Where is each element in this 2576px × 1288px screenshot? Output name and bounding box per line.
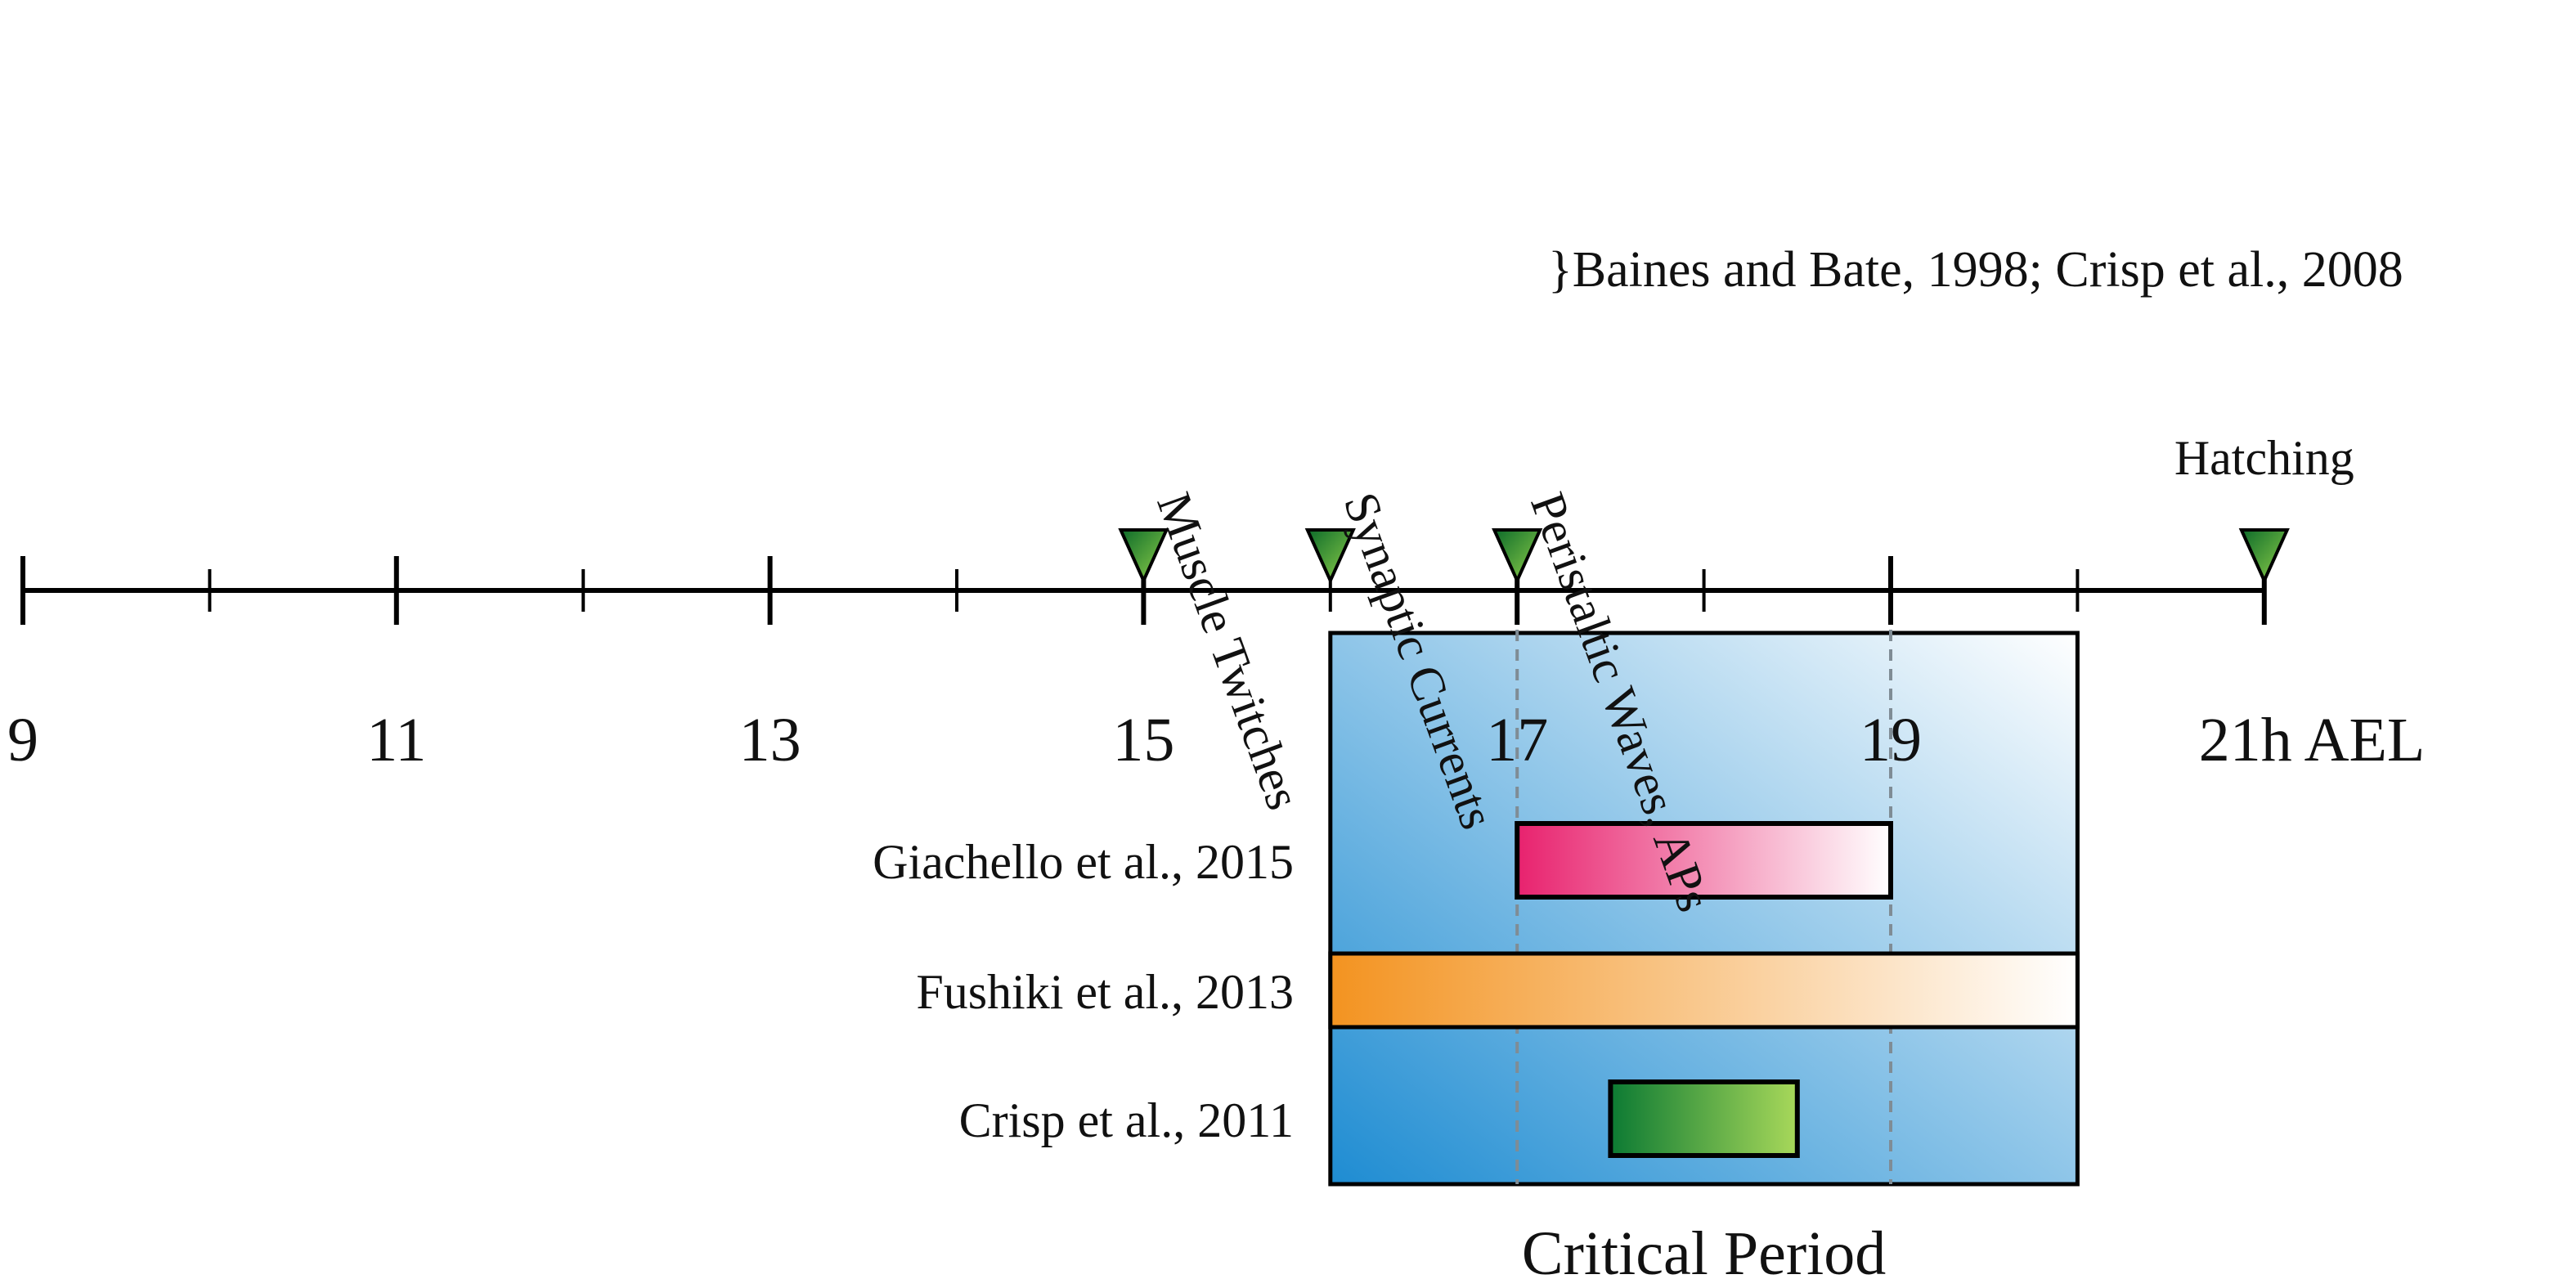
tick-label: 15 bbox=[1112, 706, 1174, 774]
tick-label: 17 bbox=[1486, 706, 1548, 774]
study-bar bbox=[1515, 821, 1893, 900]
tick-label: 21h AEL bbox=[2199, 706, 2426, 774]
tick-label: 11 bbox=[366, 706, 426, 774]
event-citation: }Baines and Bate, 1998; Crisp et al., 20… bbox=[1548, 242, 2403, 298]
study-bar bbox=[1328, 951, 2080, 1030]
study-bar bbox=[1608, 1079, 1800, 1158]
tick-label: 19 bbox=[1860, 706, 1922, 774]
study-bars: Giachello et al., 2015 Fushiki et al., 20… bbox=[873, 821, 2080, 1158]
study-label: Giachello et al., 2015 bbox=[873, 835, 1294, 889]
event-marker bbox=[1118, 528, 1169, 585]
critical-period-label: Critical Period bbox=[1522, 1219, 1886, 1288]
study-label: Fushiki et al., 2013 bbox=[916, 965, 1294, 1019]
event-marker bbox=[2238, 528, 2290, 585]
tick-label: 9 bbox=[7, 706, 38, 774]
study-label: Crisp et al., 2011 bbox=[959, 1093, 1294, 1147]
event-label: Hatching bbox=[2174, 431, 2354, 485]
time-axis: 9 11 13 15 17 19 21h AEL bbox=[7, 556, 2425, 774]
event-marker bbox=[1304, 528, 1356, 585]
event-marker bbox=[1492, 528, 1543, 585]
tick-label: 13 bbox=[739, 706, 801, 774]
